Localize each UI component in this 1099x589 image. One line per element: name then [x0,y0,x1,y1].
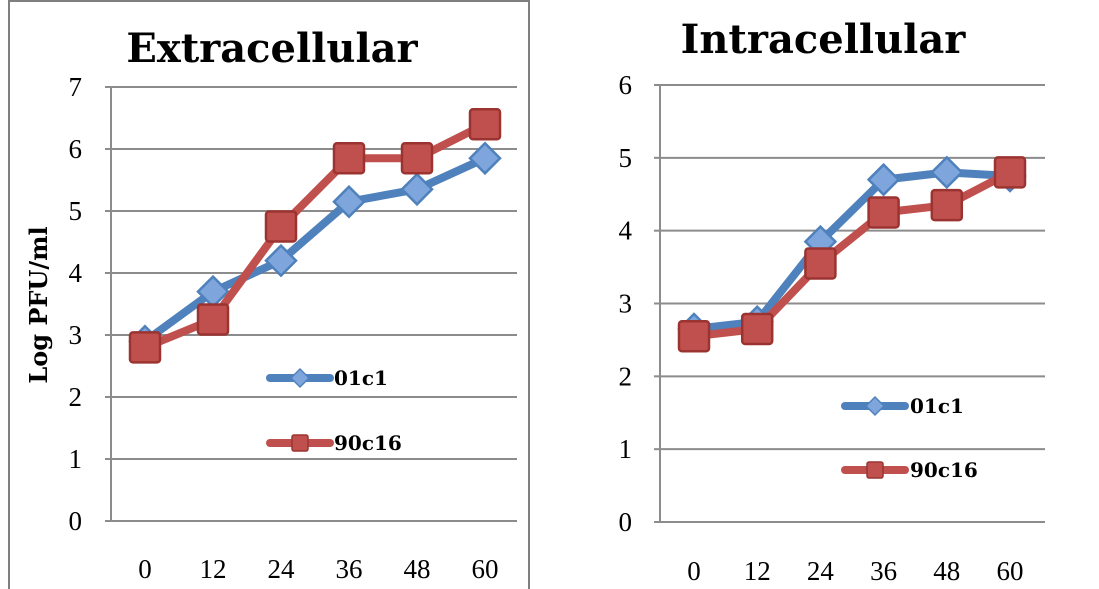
y-tick-label: 0 [619,507,633,537]
data-point-90c16 [468,107,502,141]
chart-border [8,0,530,589]
data-point-01c1 [468,141,502,176]
y-axis-label: Log PFU/ml [24,226,53,383]
y-tick-label: 5 [619,143,633,173]
legend-label-90c16: 90c16 [334,431,402,455]
data-point-01c1 [332,184,366,219]
x-tick-label: 0 [687,556,701,586]
x-tick-label: 36 [870,556,897,586]
y-tick-label: 2 [69,382,83,412]
data-point-90c16 [804,247,837,280]
x-tick-label: 60 [472,554,499,584]
legend-label-01c1: 01c1 [334,366,388,390]
data-point-90c16 [740,312,774,346]
x-tick-label: 36 [336,554,363,584]
y-tick-label: 7 [69,72,83,102]
legend-label-90c16: 90c16 [910,458,978,482]
legend-marker-90c16 [866,461,884,479]
legend-marker-01c1 [864,395,886,417]
x-tick-label: 12 [200,554,227,584]
y-tick-label: 4 [619,216,633,246]
y-tick-label: 4 [69,258,83,288]
series-line-01c1 [141,154,489,346]
x-tick-label: 60 [997,556,1024,586]
data-point-90c16 [867,196,900,229]
data-point-01c1 [866,162,901,197]
x-tick-label: 48 [933,556,960,586]
data-point-90c16 [196,303,230,336]
data-point-01c1 [400,172,434,207]
y-tick-label: 5 [69,196,83,226]
x-tick-label: 12 [744,556,771,586]
y-tick-label: 1 [69,444,83,474]
data-point-90c16 [930,188,964,222]
y-tick-label: 3 [69,320,83,350]
x-tick-label: 24 [807,556,835,586]
data-point-90c16 [993,156,1027,189]
y-tick-label: 3 [619,289,633,319]
x-tick-label: 48 [404,554,431,584]
data-point-90c16 [677,320,711,353]
chart-title: Intracellular [681,16,967,63]
data-point-01c1 [264,243,298,278]
y-tick-label: 6 [619,70,633,100]
data-point-90c16 [400,142,434,175]
x-tick-label: 0 [138,554,152,584]
data-point-90c16 [128,331,162,364]
data-point-01c1 [930,155,964,190]
y-tick-label: 2 [619,361,633,391]
data-point-90c16 [264,210,298,243]
x-tick-label: 24 [268,554,296,584]
y-tick-label: 6 [69,134,83,164]
y-tick-label: 0 [69,506,83,536]
data-point-90c16 [332,142,366,175]
legend-marker-01c1 [289,367,311,389]
legend-marker-90c16 [291,434,309,452]
y-tick-label: 1 [619,434,633,464]
chart-title: Extracellular [126,25,418,72]
legend-label-01c1: 01c1 [910,394,964,418]
